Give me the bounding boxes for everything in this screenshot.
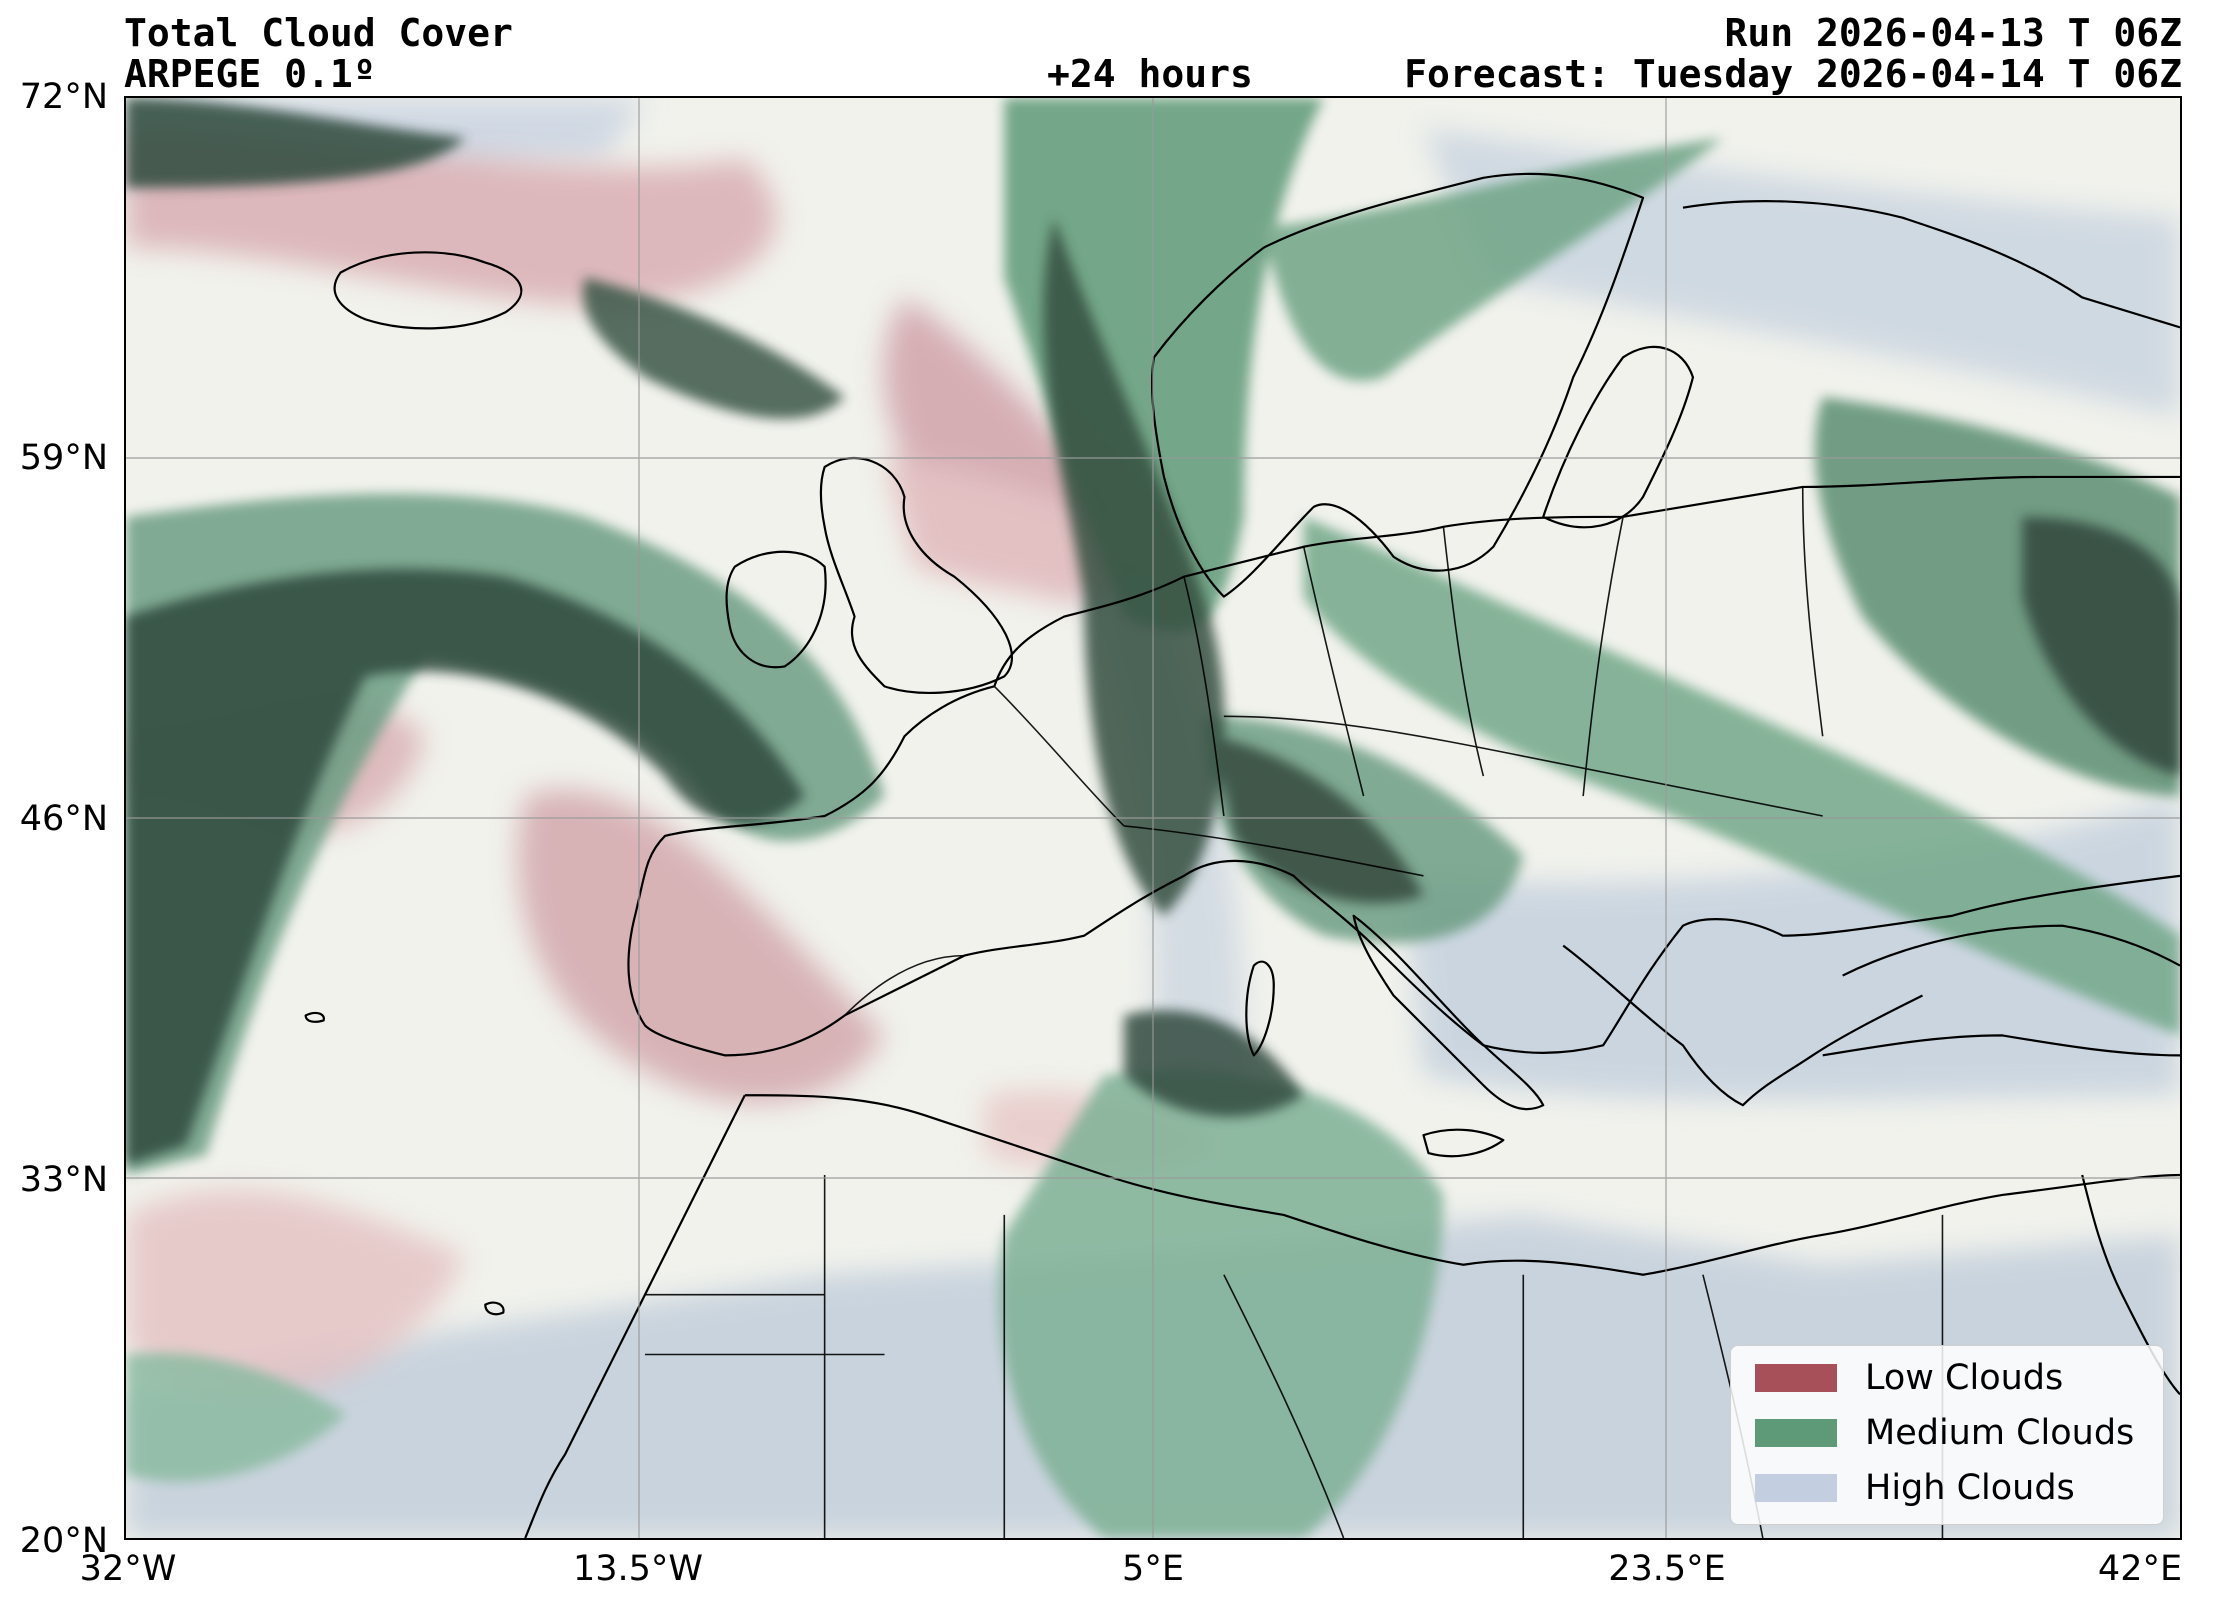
coast-italy [1352, 914, 1545, 1111]
legend-item-low: Low Clouds [1755, 1358, 2063, 1398]
coastlines [304, 172, 2180, 1538]
coast-black-sea [1842, 924, 2180, 977]
coast-bothnia [1542, 345, 1695, 529]
graticule [126, 98, 2180, 1538]
lat-label-72n: 72°N [19, 77, 108, 117]
coast-britain [819, 457, 1014, 695]
forecast-label: Forecast: Tuesday 2026-04-14 T 06Z [1404, 52, 2182, 96]
coast-balkans [1562, 944, 1923, 1107]
legend-label-low: Low Clouds [1865, 1358, 2064, 1398]
legend-swatch-medium [1755, 1419, 1837, 1447]
legend-swatch-low [1755, 1364, 1837, 1392]
coast-turkey [1822, 1034, 2180, 1057]
coast-morocco [524, 1094, 746, 1538]
coast-ireland [725, 550, 827, 669]
legend-swatch-high [1755, 1474, 1837, 1502]
lat-label-20n: 20°N [19, 1521, 108, 1561]
coast-europe [627, 475, 2180, 1057]
coast-north-russia [1682, 200, 2180, 329]
cloud-cover-map [126, 98, 2180, 1538]
lon-label-32w: 32°W [79, 1549, 177, 1589]
legend-label-medium: Medium Clouds [1865, 1413, 2135, 1453]
coast-sardinia [1245, 960, 1275, 1057]
lon-label-13-5w: 13.5°W [572, 1549, 704, 1589]
run-label: Run 2026-04-13 T 06Z [1724, 11, 2182, 55]
coast-iceland [333, 251, 523, 330]
map-title: Total Cloud Cover [124, 11, 513, 55]
lat-label-33n: 33°N [19, 1160, 108, 1200]
lon-label-5e: 5°E [1122, 1549, 1184, 1589]
coast-sicily [1422, 1128, 1505, 1158]
lon-label-42e: 42°E [2097, 1549, 2183, 1589]
coast-north-africa [744, 1094, 2180, 1276]
model-label: ARPEGE 0.1º [124, 52, 376, 96]
coast-canaries [484, 1301, 505, 1316]
lead-time-label: +24 hours [1047, 52, 1253, 96]
legend-item-high: High Clouds [1755, 1468, 2075, 1508]
coast-scandinavia [1150, 172, 1645, 598]
legend-item-medium: Medium Clouds [1755, 1413, 2134, 1453]
lat-label-46n: 46°N [19, 799, 108, 839]
legend: Low Clouds Medium Clouds High Clouds [1730, 1345, 2164, 1525]
coast-azores [304, 1011, 325, 1023]
dense-cloud-layer [126, 98, 2180, 1166]
lon-label-23-5e: 23.5°E [1608, 1549, 1726, 1589]
map-panel [124, 96, 2182, 1540]
legend-label-high: High Clouds [1865, 1468, 2075, 1508]
lat-label-59n: 59°N [19, 438, 108, 478]
